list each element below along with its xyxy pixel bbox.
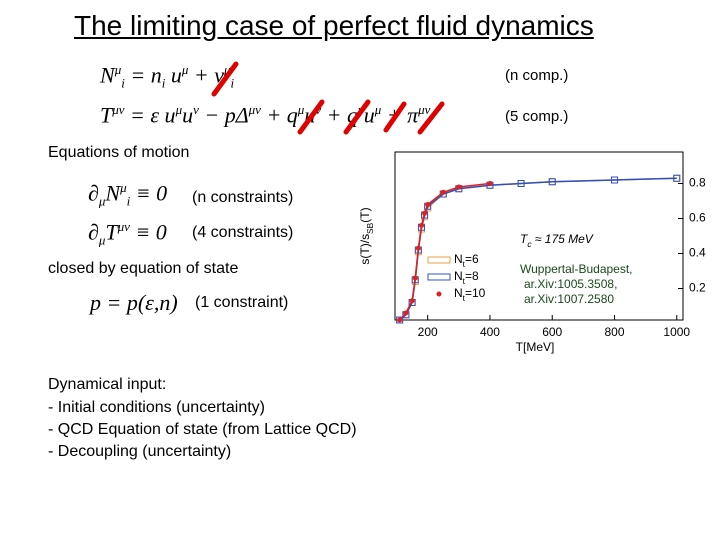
y-tick-label: 0.6 bbox=[689, 211, 706, 225]
legend-label: Nt​=10 bbox=[454, 286, 486, 303]
point bbox=[440, 189, 446, 195]
legend-symbol bbox=[436, 291, 442, 297]
x-tick-label: 200 bbox=[418, 325, 438, 339]
point bbox=[517, 180, 525, 187]
source: Wuppertal-Budapest, bbox=[520, 262, 633, 276]
equation: ∂μNμi ≡ 0 bbox=[88, 180, 168, 209]
x-tick-label: 1000 bbox=[663, 325, 690, 339]
note: (1 constraint) bbox=[195, 294, 289, 311]
point bbox=[456, 184, 462, 190]
input-line: - Decoupling (uncertainty) bbox=[48, 443, 232, 460]
annotation: Tc​ ≈ 175 MeV bbox=[520, 232, 594, 249]
input-line: - QCD Equation of state (from Lattice QC… bbox=[48, 421, 357, 438]
point bbox=[396, 316, 404, 324]
point bbox=[611, 176, 619, 184]
title: The limiting case of perfect fluid dynam… bbox=[74, 10, 594, 41]
x-tick-label: 400 bbox=[480, 325, 500, 339]
note: (4 constraints) bbox=[192, 224, 294, 241]
point bbox=[412, 275, 418, 281]
note: (n comp.) bbox=[505, 67, 569, 84]
heading: closed by equation of state bbox=[48, 260, 239, 277]
y-axis-label: s(T)/sSB​(T) bbox=[358, 207, 375, 264]
equation: p = p(ε,n) bbox=[90, 290, 178, 315]
equation: Nμi = ni uμ + νμi bbox=[100, 62, 235, 91]
point bbox=[425, 202, 431, 207]
source: ar.Xiv:1007.2580 bbox=[524, 292, 614, 306]
note: (n constraints) bbox=[192, 189, 294, 206]
point bbox=[548, 178, 556, 186]
heading: Equations of motion bbox=[48, 144, 190, 161]
source: ar.Xiv:1005.3508, bbox=[524, 277, 617, 291]
x-tick-label: 800 bbox=[604, 325, 624, 339]
legend-symbol bbox=[427, 273, 451, 281]
x-tick-label: 600 bbox=[542, 325, 562, 339]
equation: ∂μTμν ≡ 0 bbox=[88, 219, 167, 248]
point bbox=[422, 210, 428, 216]
point bbox=[673, 174, 681, 182]
input-line: Dynamical input: bbox=[48, 376, 167, 393]
y-tick-label: 0.8 bbox=[689, 176, 706, 190]
note: (5 comp.) bbox=[505, 108, 569, 125]
point bbox=[397, 317, 403, 323]
legend-label: Nt​=8 bbox=[454, 269, 479, 286]
point bbox=[487, 181, 493, 186]
y-tick-label: 0.4 bbox=[689, 246, 706, 260]
point bbox=[418, 223, 424, 228]
point bbox=[415, 245, 421, 251]
legend-label: Nt​=6 bbox=[454, 252, 479, 269]
x-axis-label: T[MeV] bbox=[516, 340, 555, 354]
legend-symbol bbox=[427, 256, 451, 264]
y-tick-label: 0.2 bbox=[689, 281, 706, 295]
strike-marks bbox=[211, 61, 445, 135]
point bbox=[409, 298, 415, 304]
point bbox=[403, 310, 409, 316]
input-line: - Initial conditions (uncertainty) bbox=[48, 399, 265, 416]
plot-frame bbox=[394, 151, 684, 321]
